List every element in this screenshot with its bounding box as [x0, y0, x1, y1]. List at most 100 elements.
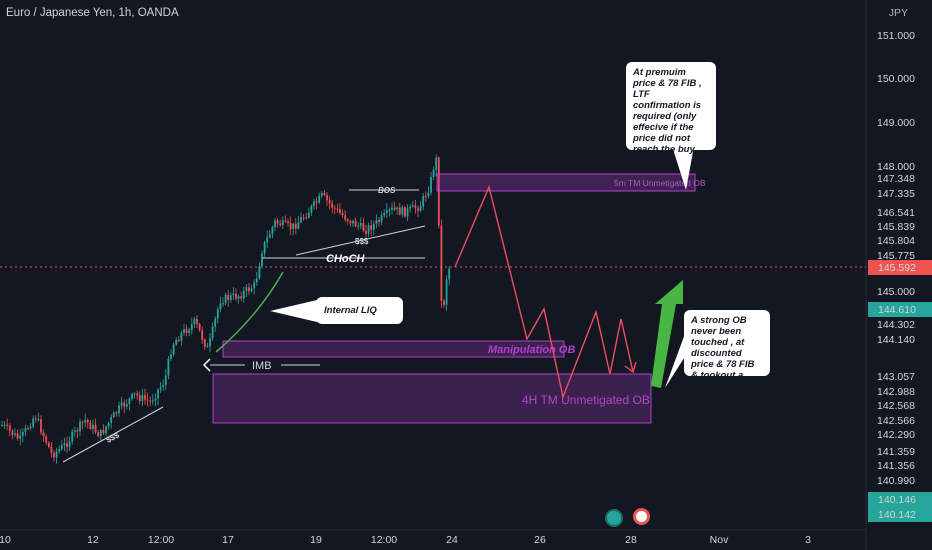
candle-body	[136, 393, 139, 396]
candle-body	[380, 215, 383, 222]
liquidity-trendline-lower[interactable]	[62, 406, 164, 463]
liquidity-trendline-upper[interactable]	[295, 225, 426, 256]
current-price-tag	[868, 260, 932, 275]
candle-body	[274, 220, 276, 228]
candle-body	[424, 195, 427, 197]
candle-body	[411, 205, 414, 207]
time-tick-label: 26	[534, 534, 546, 546]
candle-body	[349, 221, 352, 224]
time-tick-label: Nov	[710, 534, 729, 546]
candle-body	[289, 222, 292, 230]
candle-body	[27, 428, 29, 430]
price-tag-2	[868, 492, 932, 507]
candle-body	[162, 384, 165, 387]
candle-body	[214, 318, 217, 327]
internal-liq-callout[interactable]: Internal LIQ	[316, 297, 403, 324]
time-axis[interactable]: 10 12 12:00 17 19 12:00 24 26 28 Nov 3	[0, 534, 811, 546]
zone-4h-ob[interactable]	[212, 373, 652, 424]
candle-body	[417, 208, 419, 211]
candle-body	[346, 219, 349, 222]
candle-body	[196, 318, 198, 325]
candle-body	[271, 227, 274, 235]
candle-body	[190, 324, 193, 330]
candle-body	[419, 206, 422, 211]
imb-arrowhead	[202, 358, 211, 372]
candle-body	[333, 207, 336, 209]
internal-liq-curve[interactable]	[215, 271, 284, 353]
ob-callout[interactable]: A strong OB never been touched , at disc…	[684, 310, 770, 403]
candle-body	[24, 428, 27, 432]
candle-body	[92, 424, 94, 429]
candle-body	[279, 223, 282, 226]
candle-body	[60, 445, 63, 450]
price-tick-label: 147.348	[877, 173, 915, 185]
projection-arrowhead	[624, 361, 637, 374]
time-tick-label: 19	[310, 534, 322, 546]
zone-manipulation-ob[interactable]	[222, 340, 565, 358]
candle-body	[310, 206, 313, 213]
candle-body	[437, 157, 440, 226]
time-tick-label: 3	[805, 534, 811, 546]
candle-body	[440, 225, 443, 301]
imb-label: IMB	[252, 360, 272, 372]
candle-body	[414, 205, 417, 209]
candle-body	[84, 419, 87, 423]
candle-body	[89, 422, 92, 429]
zone-5m-ob[interactable]	[436, 173, 696, 192]
candle-body	[183, 329, 185, 333]
price-tick-label: 147.335	[877, 188, 915, 200]
dividend-event-icon[interactable]	[605, 509, 623, 527]
price-highlight-labels: 145.592 144.610 140.146 140.142	[868, 260, 932, 522]
candle-body	[219, 303, 222, 310]
candle-body	[94, 424, 97, 433]
candle-body	[107, 422, 110, 427]
candle-body	[237, 296, 240, 299]
price-tag-2-text: 140.146	[878, 494, 916, 506]
bos-label: BOS	[378, 186, 396, 195]
candle-body	[198, 324, 201, 331]
candle-body	[235, 293, 237, 299]
candle-body	[258, 266, 261, 279]
candle-body	[383, 212, 386, 216]
candle-body	[3, 424, 6, 426]
candle-body	[128, 398, 131, 405]
candle-body	[370, 225, 373, 230]
candle-body	[29, 426, 32, 429]
bullish-arrow[interactable]	[651, 280, 683, 388]
candle-body	[58, 449, 61, 452]
liquidity-label-upper: $$$	[355, 237, 369, 246]
candle-body	[393, 207, 396, 210]
price-tick-label: 142.566	[877, 415, 915, 427]
candle-body	[120, 402, 123, 406]
price-tag-1-text: 144.610	[878, 304, 916, 316]
price-tick-label: 144.302	[877, 319, 915, 331]
economic-event-icon[interactable]	[633, 508, 650, 525]
liquidity-label-lower: $$$	[105, 430, 121, 444]
candle-body	[315, 201, 318, 203]
candle-body	[164, 375, 167, 385]
candle-body	[170, 354, 172, 359]
premium-callout[interactable]: At premuim price & 78 FIB , LTF confirma…	[626, 62, 716, 166]
candle-body	[222, 303, 224, 305]
candle-body	[34, 418, 37, 420]
price-tick-label: 145.775	[877, 250, 915, 262]
candle-body	[344, 215, 347, 220]
time-tick-label: 24	[446, 534, 458, 546]
price-tick-label: 142.988	[877, 386, 915, 398]
candle-body	[76, 430, 79, 432]
candle-body	[305, 217, 308, 219]
candle-body	[250, 288, 253, 292]
candle-body	[151, 400, 154, 402]
price-tick-label: 151.000	[877, 30, 915, 42]
candle-body	[125, 404, 128, 407]
candle-body	[375, 220, 378, 224]
candle-body	[240, 296, 243, 299]
candle-body	[133, 393, 136, 395]
candle-body	[300, 217, 302, 223]
candle-body	[422, 195, 425, 207]
chart-title: Euro / Japanese Yen, 1h, OANDA	[6, 7, 179, 19]
projection-path[interactable]	[454, 184, 634, 400]
candle-body	[105, 426, 107, 434]
